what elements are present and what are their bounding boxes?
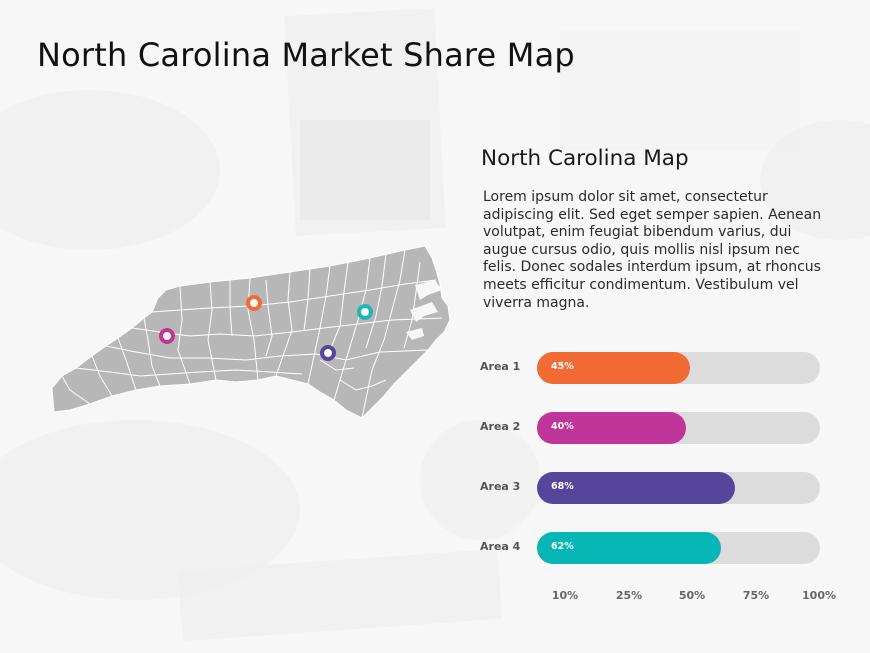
- axis-tick: 50%: [678, 589, 706, 602]
- bar-fill-area-3: 68%: [537, 472, 735, 504]
- axis-tick: 75%: [742, 589, 770, 602]
- bar-fill-area-4: 62%: [537, 532, 721, 564]
- bar-row-area-1: Area 1 45%: [478, 352, 838, 384]
- bar-label: Area 1: [480, 360, 521, 373]
- bar-fill-area-2: 40%: [537, 412, 686, 444]
- bar-track: 68%: [537, 472, 820, 504]
- bar-label: Area 3: [480, 480, 521, 493]
- pin-area-4-icon[interactable]: [357, 304, 373, 320]
- bar-row-area-4: Area 4 62%: [478, 532, 838, 564]
- map-pins: [159, 295, 373, 361]
- bar-track: 45%: [537, 352, 820, 384]
- pin-area-3-icon[interactable]: [320, 345, 336, 361]
- bar-label: Area 2: [480, 420, 521, 433]
- panel-subtitle: North Carolina Map: [481, 146, 689, 171]
- axis-tick: 25%: [615, 589, 643, 602]
- sound-inlets: [406, 280, 442, 340]
- axis-tick: 10%: [551, 589, 579, 602]
- axis-tick: 100%: [802, 589, 836, 602]
- north-carolina-map: [40, 240, 460, 430]
- bar-track: 40%: [537, 412, 820, 444]
- bar-value: 45%: [551, 361, 574, 372]
- nc-map-svg: [51, 245, 451, 419]
- bar-value: 62%: [551, 541, 574, 552]
- bar-row-area-2: Area 2 40%: [478, 412, 838, 444]
- bar-value: 68%: [551, 481, 574, 492]
- bar-track: 62%: [537, 532, 820, 564]
- bar-value: 40%: [551, 421, 574, 432]
- bar-label: Area 4: [480, 540, 521, 553]
- nc-state-shape: [51, 245, 451, 419]
- pin-area-2-icon[interactable]: [159, 328, 175, 344]
- bar-fill-area-1: 45%: [537, 352, 690, 384]
- bar-row-area-3: Area 3 68%: [478, 472, 838, 504]
- bar-axis: 10% 25% 50% 75% 100%: [478, 589, 848, 605]
- panel-description: Lorem ipsum dolor sit amet, consectetur …: [483, 189, 822, 311]
- pin-area-1-icon[interactable]: [246, 295, 262, 311]
- page-title: North Carolina Market Share Map: [37, 36, 575, 74]
